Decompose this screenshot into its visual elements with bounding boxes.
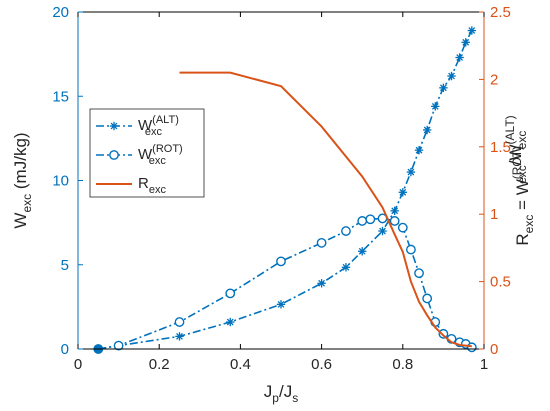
series-0-point [358, 247, 367, 256]
series-0-point [467, 26, 477, 35]
x-axis-label-sub: p [272, 391, 279, 405]
series-1-point [276, 256, 286, 267]
series-1 [93, 213, 477, 354]
y-left-axis-label-sub: exc [20, 194, 34, 213]
series-1-point [466, 342, 477, 353]
y-right-axis-label-main: R [513, 233, 532, 245]
x-axis-label-main: J [264, 382, 273, 401]
legend-label-main: W [138, 146, 153, 163]
legend-marker [109, 121, 119, 131]
y-right-axis-label-slash: /W [506, 144, 525, 165]
series-0-point [398, 188, 407, 197]
x-tick-label: 0.4 [230, 356, 251, 373]
y-left-tick-label: 10 [52, 173, 69, 190]
y-right-tick-label: 1.5 [490, 139, 511, 156]
series-1-point [438, 328, 449, 339]
series-0-point [414, 145, 424, 155]
series-0-point [439, 83, 448, 93]
series-1-point [414, 268, 424, 279]
series-1-point [406, 244, 416, 255]
series-1-point [225, 288, 236, 299]
y-left-tick-label: 20 [52, 4, 69, 21]
series-0-point [431, 102, 440, 111]
series-0-point [461, 38, 470, 47]
legend-item: Rexc [96, 175, 166, 196]
legend-label-sub: exc [149, 155, 167, 167]
x-tick-label: 0.8 [392, 356, 413, 373]
series-0-point [175, 332, 184, 341]
legend-item: W(ALT) exc [96, 114, 179, 138]
legend-label: W(ROT) exc [138, 143, 183, 167]
series-1-point [397, 222, 408, 233]
y-right-tick-label: 2.5 [490, 4, 511, 21]
series-1-point [422, 293, 433, 304]
series-0-point [341, 263, 351, 272]
series-1-point [174, 317, 185, 327]
legend-label: Rexc [138, 175, 166, 196]
series-0-point [226, 317, 235, 327]
series-0-point [378, 226, 387, 236]
y-right-axis-label-sub: exc [515, 131, 529, 150]
x-tick-label: 1 [480, 356, 488, 373]
series-1-point [113, 340, 124, 351]
series-0-point [447, 71, 456, 81]
x-axis-label-sub: s [292, 391, 298, 405]
legend-label-sub: exc [145, 126, 163, 138]
y-right-axis-label: Rexc = W(ROT)exc/W(ALT)exc [503, 115, 536, 245]
y-left-axis-label-main: W [11, 213, 30, 229]
series-1-point [357, 216, 368, 226]
y-left-tick-label: 0 [61, 341, 69, 358]
series-0-point [317, 279, 326, 288]
y-left-axis-label-rest: (mJ/kg) [11, 132, 30, 193]
legend-marker [109, 150, 119, 160]
y-right-axis-label-sub: exc [515, 165, 529, 184]
legend-label-main: W [138, 117, 153, 134]
y-right-axis-label-eq: = W [513, 179, 532, 214]
series-0-point [276, 300, 286, 309]
x-axis-label: Jp/Js [264, 382, 298, 405]
series-2 [179, 71, 472, 348]
legend-label-sub: exc [149, 184, 167, 196]
series-2-line [179, 71, 472, 348]
y-right-tick-label: 0.5 [490, 274, 511, 291]
y-left-tick-label: 15 [52, 88, 69, 105]
x-tick-label: 0 [74, 356, 82, 373]
series-0-point [455, 53, 464, 62]
series-1-point [341, 226, 351, 236]
y-left-tick-label: 5 [61, 257, 69, 274]
series-1-point [389, 216, 400, 226]
legend-label-main: R [138, 175, 149, 192]
axes: 0 0.2 0.4 0.6 0.8 10510152000.511.522.5Jp/JsW… [11, 4, 536, 405]
x-tick-label: 0.6 [311, 356, 332, 373]
series-1-point [365, 214, 376, 225]
legend-label: W(ALT) exc [138, 114, 179, 138]
y-left-axis-label: Wexc (mJ/kg) [11, 132, 34, 228]
series-0-point [390, 206, 399, 216]
series-0-point [406, 167, 416, 177]
legend-item: W(ROT) exc [96, 143, 183, 167]
series-0-point [422, 125, 432, 135]
x-axis-label-mid: /J [279, 382, 292, 401]
y-right-axis-label-sup: (ALT) [503, 115, 517, 144]
series-1-point [316, 237, 327, 248]
legend-label-sup: (ALT) [152, 114, 179, 126]
x-tick-label: 0.2 [149, 356, 170, 373]
y-right-tick-label: 2 [490, 71, 498, 88]
y-right-tick-label: 0 [490, 341, 498, 358]
y-right-tick-label: 1 [490, 206, 498, 223]
y-right-axis-label-sub: exc [522, 215, 536, 234]
y-right-axis-label-sup: (ROT) [510, 146, 524, 179]
legend-box [89, 108, 205, 198]
legend-label-sup: (ROT) [152, 143, 183, 155]
